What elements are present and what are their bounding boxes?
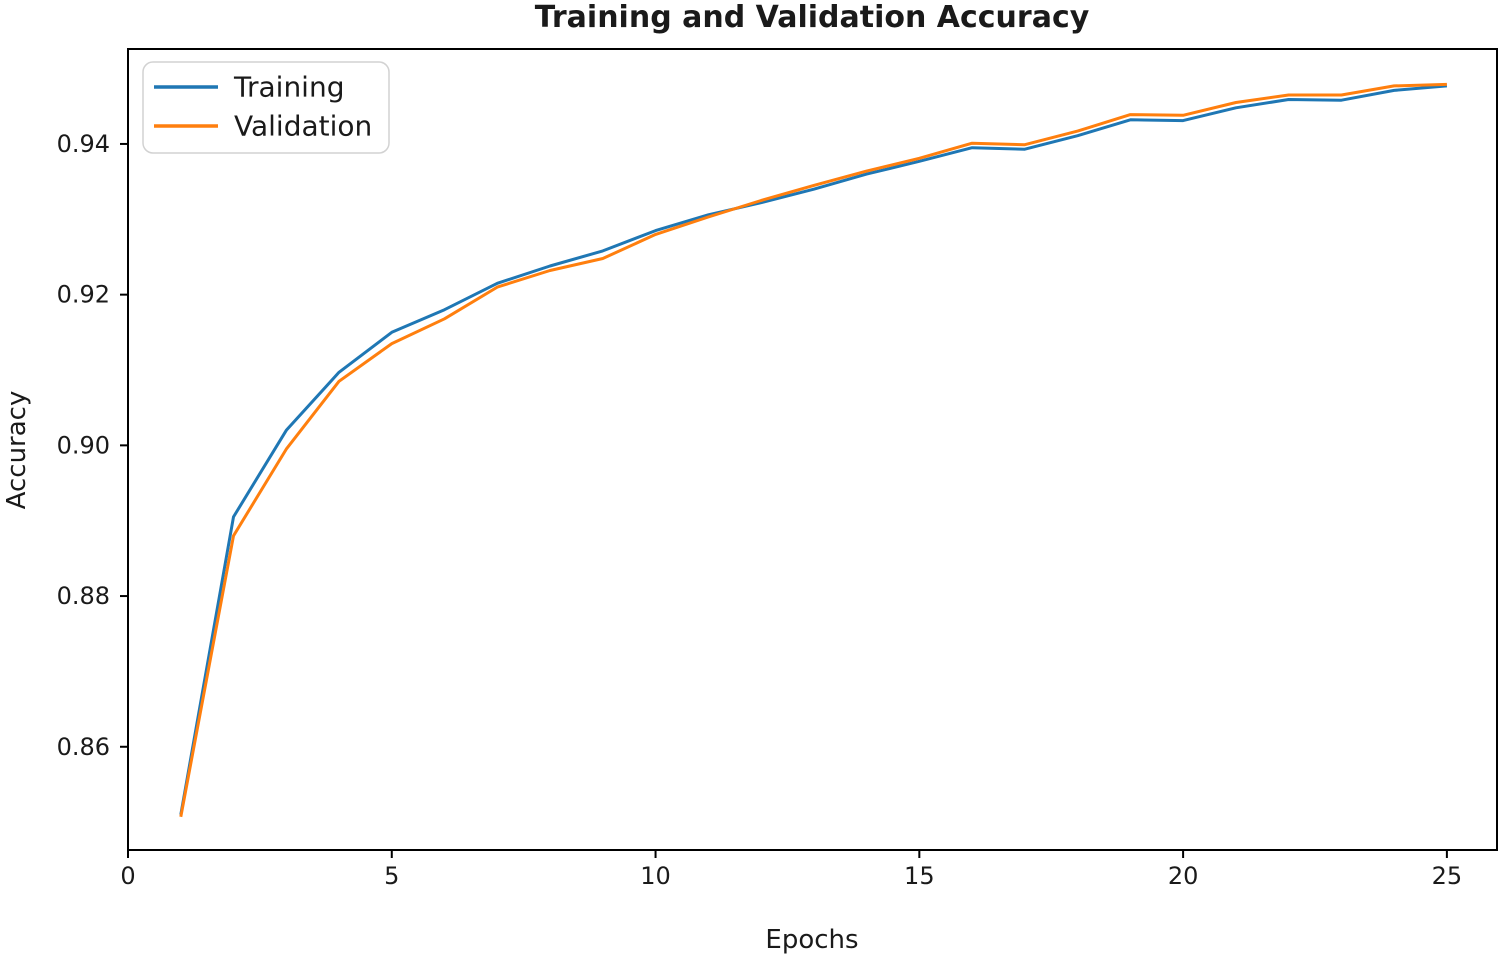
x-tick-label: 10 bbox=[640, 862, 671, 890]
legend-box bbox=[142, 61, 390, 154]
x-tick-label: 15 bbox=[904, 862, 935, 890]
legend: Training Validation bbox=[142, 61, 390, 154]
x-axis-label: Epochs bbox=[765, 925, 858, 955]
y-axis-label: Accuracy bbox=[2, 391, 32, 510]
x-tick-label: 25 bbox=[1432, 862, 1463, 890]
y-tick-label: 0.94 bbox=[57, 130, 110, 158]
legend-validation-label: Validation bbox=[234, 110, 372, 143]
training-line bbox=[179, 84, 1448, 815]
y-tick-label: 0.88 bbox=[57, 582, 110, 610]
plot-spines bbox=[127, 48, 1498, 851]
x-tick-label: 0 bbox=[120, 862, 135, 890]
y-tick-label: 0.86 bbox=[57, 733, 110, 761]
validation-line bbox=[179, 82, 1447, 818]
data-lines bbox=[179, 82, 1448, 818]
plot-area bbox=[128, 49, 1497, 850]
y-tick-label: 0.90 bbox=[57, 431, 110, 459]
x-tick-label: 20 bbox=[1168, 862, 1199, 890]
axis-ticks: 0 5 10 15 20 25 0.86 0.88 0.90 0.92 0.94 bbox=[57, 130, 1463, 890]
x-tick-label: 5 bbox=[384, 862, 399, 890]
y-tick-label: 0.92 bbox=[57, 281, 110, 309]
legend-training-label: Training bbox=[233, 71, 344, 104]
chart-title: Training and Validation Accuracy bbox=[535, 0, 1090, 35]
